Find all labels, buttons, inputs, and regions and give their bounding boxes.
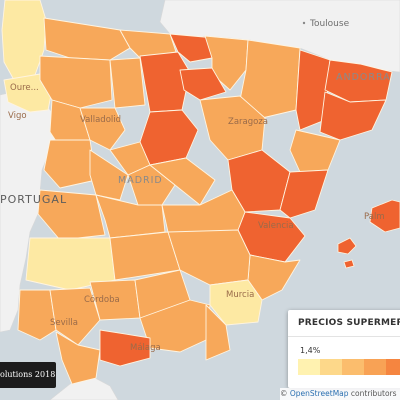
- label-portugal: PORTUGAL: [0, 193, 67, 206]
- africa-land: [49, 377, 119, 400]
- label-ourense: Oure...: [10, 83, 39, 93]
- label-palma: Palm: [364, 212, 385, 222]
- region-malaga[interactable]: [99, 329, 151, 367]
- label-andorra: ANDORRA: [336, 72, 391, 83]
- legend-divider: [288, 336, 400, 337]
- credit-badge: olutions 2018: [0, 362, 56, 388]
- toulouse-dot: [302, 21, 306, 25]
- region-caceres[interactable]: [37, 189, 106, 241]
- region-salamanca[interactable]: [43, 139, 97, 189]
- region-palencia[interactable]: [109, 57, 146, 109]
- attribution-suffix: contributors: [348, 389, 397, 398]
- legend-panel: PRECIOS SUPERMERCADOS 1,4%: [288, 310, 400, 388]
- label-toulouse: Toulouse: [309, 19, 350, 29]
- region-mallorca[interactable]: [369, 199, 400, 233]
- spain-provinces: [1, 0, 393, 385]
- region-valladolid[interactable]: [79, 107, 126, 151]
- legend-swatch-1: [298, 359, 320, 375]
- region-ibiza[interactable]: [337, 237, 357, 255]
- region-barcelona[interactable]: [319, 91, 387, 141]
- map-attribution: © OpenStreetMap contributors: [280, 388, 400, 400]
- label-valladolid: Valladolid: [80, 115, 121, 125]
- region-almeria[interactable]: [205, 304, 231, 361]
- label-madrid: MADRID: [118, 175, 163, 186]
- legend-swatch-4: [364, 359, 386, 375]
- label-murcia: Murcia: [226, 290, 254, 300]
- osm-link[interactable]: OpenStreetMap: [289, 389, 349, 398]
- region-cadiz[interactable]: [55, 331, 101, 385]
- region-castellon[interactable]: [279, 169, 329, 219]
- region-huelva[interactable]: [17, 289, 57, 341]
- region-guadalajara[interactable]: [149, 157, 216, 206]
- legend-min-label: 1,4%: [300, 346, 321, 355]
- legend-swatches: [298, 359, 400, 375]
- legend-swatch-3: [342, 359, 364, 375]
- label-zaragoza: Zaragoza: [228, 117, 268, 127]
- legend-title: PRECIOS SUPERMERCADOS: [298, 318, 400, 328]
- label-cordoba: Córdoba: [84, 294, 120, 305]
- label-valencia: Valencia: [258, 221, 294, 231]
- region-madrid[interactable]: [127, 164, 176, 206]
- legend-swatch-5: [386, 359, 400, 375]
- credit-text: olutions 2018: [0, 370, 56, 379]
- label-malaga: Málaga: [130, 343, 161, 353]
- region-formentera[interactable]: [343, 259, 355, 269]
- label-vigo: Vigo: [8, 111, 27, 121]
- region-larioja[interactable]: [179, 67, 227, 101]
- legend-swatch-2: [320, 359, 342, 375]
- attribution-prefix: ©: [280, 389, 290, 398]
- label-sevilla: Sevilla: [50, 318, 78, 328]
- region-lleida[interactable]: [295, 49, 331, 131]
- region-sevilla[interactable]: [49, 287, 101, 346]
